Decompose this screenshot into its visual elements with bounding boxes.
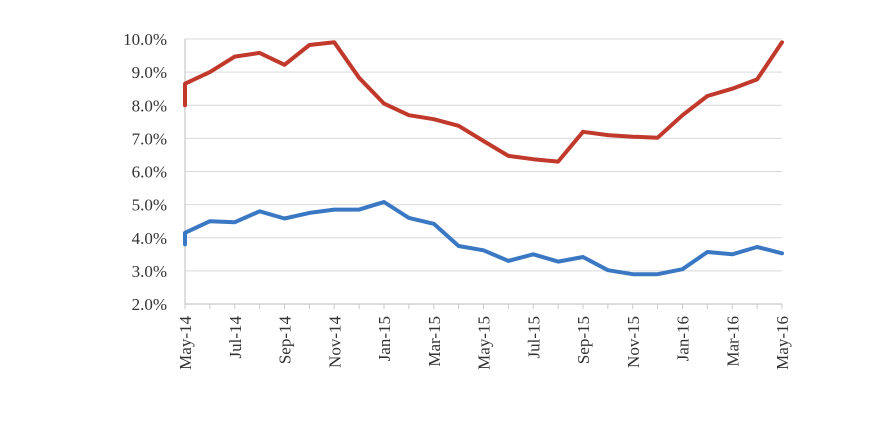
x-tick-label: Mar-15 <box>425 316 444 367</box>
x-tick-label: Sep-15 <box>574 316 593 364</box>
y-tick-label: 8.0% <box>132 96 167 115</box>
series-lines <box>183 40 784 277</box>
y-tick-label: 6.0% <box>132 163 167 182</box>
y-tick-label: 10.0% <box>123 30 167 49</box>
x-tick-label: Nov-15 <box>624 316 643 368</box>
x-tick-label: Sep-14 <box>276 316 295 365</box>
gridlines <box>185 38 782 272</box>
y-tick-label: 5.0% <box>132 196 167 215</box>
y-tick-label: 3.0% <box>132 262 167 281</box>
x-tick-label: May-16 <box>773 316 792 370</box>
x-tick-label: May-14 <box>176 316 195 370</box>
x-tick-label: Mar-16 <box>723 316 742 367</box>
y-axis-ticks: 10.0% 9.0% 8.0% 7.0% 6.0% 5.0% 4.0% 3.0% 2.0% <box>123 30 167 314</box>
y-tick-label: 2.0% <box>132 295 167 314</box>
y-tick-label: 9.0% <box>132 63 167 82</box>
x-tick-label: Jan-16 <box>674 316 693 361</box>
series-line-2 <box>183 200 784 277</box>
series-line-1 <box>183 40 784 164</box>
y-tick-label: 7.0% <box>132 129 167 148</box>
x-tick-label: Jan-15 <box>375 316 394 361</box>
x-tick-label: Nov-14 <box>325 316 344 368</box>
y-tick-label: 4.0% <box>132 229 167 248</box>
x-tick-label: Jul-14 <box>226 316 245 359</box>
x-tick-label: Jul-15 <box>524 316 543 359</box>
x-axis: May-14 Jul-14 Sep-14 Nov-14 Jan-15 Mar-15 May-… <box>176 39 792 370</box>
x-tick-label: May-15 <box>475 316 494 370</box>
